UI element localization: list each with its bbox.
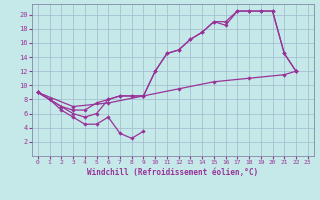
X-axis label: Windchill (Refroidissement éolien,°C): Windchill (Refroidissement éolien,°C) [87,168,258,177]
